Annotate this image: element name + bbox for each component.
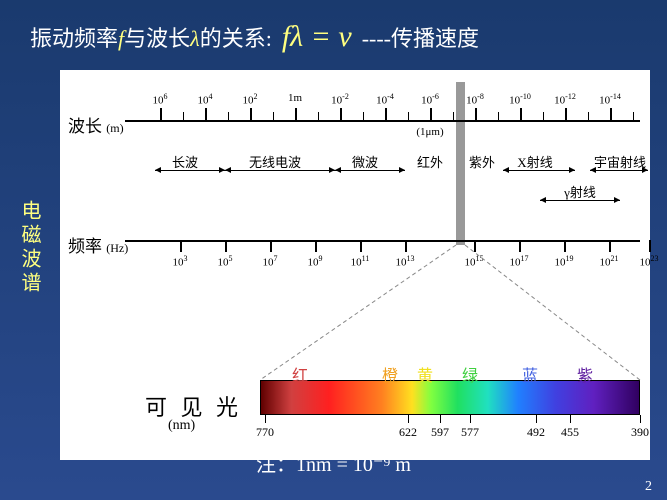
- title-t4: 传播速度: [391, 21, 479, 53]
- title-t2: 与波长: [124, 21, 190, 53]
- title-row: 振动频率 f 与波长 λ 的关系: fλ = v ---- 传播速度: [30, 20, 479, 54]
- title-t3: 的关系:: [200, 21, 272, 53]
- title-t1: 振动频率: [30, 21, 118, 53]
- frequency-label: 频率 (Hz): [68, 232, 128, 257]
- slide-number: 2: [645, 479, 652, 495]
- main-panel: 波长 (m) 频率 (Hz) 可 见 光 (nm) 1061041021m10-…: [60, 70, 650, 460]
- visible-unit: (nm): [168, 418, 195, 434]
- footer-note: 注：1nm = 10⁻⁹ m: [256, 448, 411, 477]
- formula: fλ = v: [282, 20, 352, 54]
- vertical-label: 电磁波谱: [15, 200, 44, 296]
- title-var-l: λ: [190, 26, 200, 52]
- visible-region-bar: [456, 82, 465, 245]
- title-dash: ----: [362, 26, 391, 52]
- wavelength-label: 波长 (m): [68, 112, 124, 137]
